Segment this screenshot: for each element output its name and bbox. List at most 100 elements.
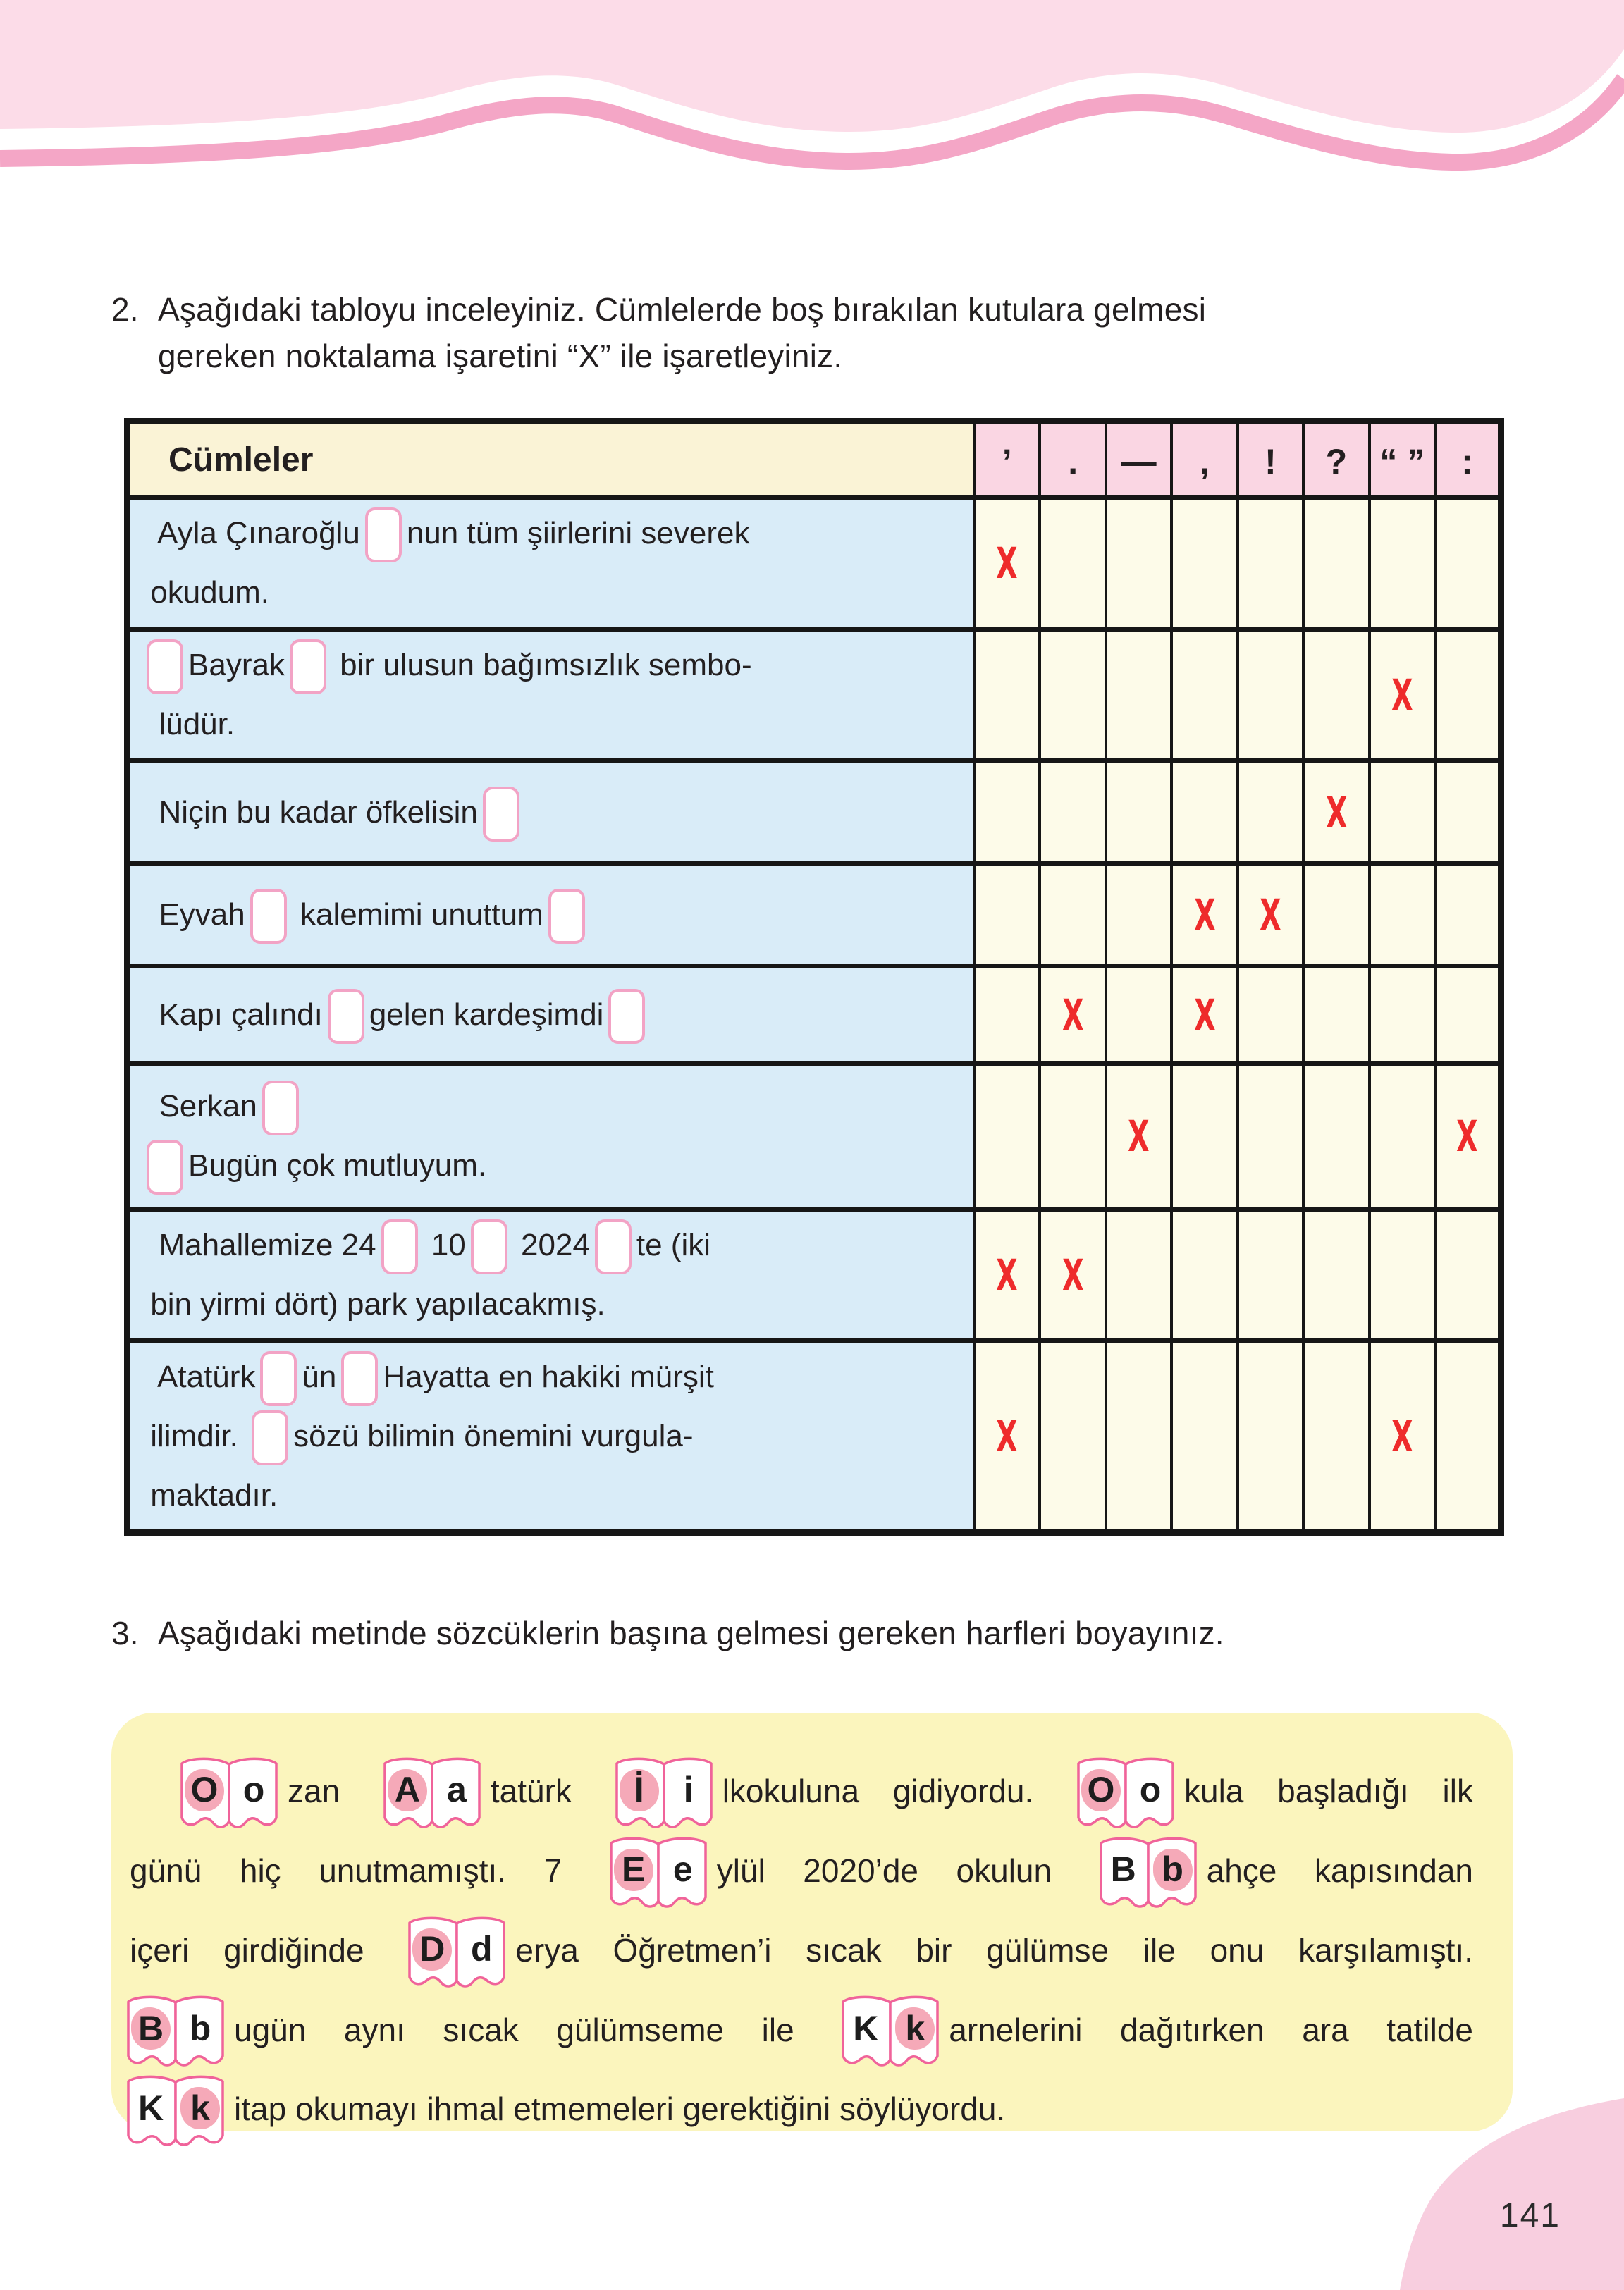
mark-cell[interactable]: X xyxy=(973,495,1042,631)
lowercase-letter[interactable]: b xyxy=(189,2008,211,2048)
mark-cell[interactable]: X xyxy=(1302,758,1371,866)
mark-cell[interactable]: X xyxy=(1367,1338,1437,1534)
punctuation-answer-box[interactable] xyxy=(594,1219,632,1275)
lowercase-letter[interactable]: i xyxy=(683,1770,694,1810)
lowercase-letter[interactable]: k xyxy=(892,1998,937,2059)
mark-cell[interactable] xyxy=(1367,1061,1437,1211)
punctuation-answer-box[interactable] xyxy=(260,1351,297,1407)
lowercase-letter[interactable]: a xyxy=(447,1770,467,1810)
lowercase-letter[interactable]: e xyxy=(672,1849,693,1890)
punctuation-answer-box[interactable] xyxy=(147,639,183,695)
mark-cell[interactable] xyxy=(1038,1338,1107,1534)
punctuation-answer-box[interactable] xyxy=(262,1081,299,1136)
mark-cell[interactable]: X xyxy=(1038,964,1107,1065)
mark-cell[interactable] xyxy=(1038,495,1107,631)
mark-cell[interactable] xyxy=(1434,861,1503,968)
uppercase-letter[interactable]: K xyxy=(853,2008,879,2048)
mark-cell[interactable] xyxy=(1170,627,1239,763)
mark-cell[interactable] xyxy=(1236,964,1305,1065)
lowercase-letter[interactable]: b xyxy=(1150,1840,1195,1900)
mark-cell[interactable] xyxy=(1367,495,1437,631)
punctuation-answer-box[interactable] xyxy=(470,1219,508,1275)
mark-cell[interactable] xyxy=(1236,1338,1305,1534)
mark-cell[interactable]: X xyxy=(1434,1061,1503,1211)
punctuation-answer-box[interactable] xyxy=(341,1351,379,1407)
mark-cell[interactable]: X xyxy=(973,1338,1042,1534)
uppercase-letter[interactable]: A xyxy=(385,1760,430,1821)
mark-cell[interactable] xyxy=(973,1061,1042,1211)
mark-cell[interactable] xyxy=(1302,627,1371,763)
punctuation-answer-box[interactable] xyxy=(147,1140,183,1195)
mark-cell[interactable]: X xyxy=(1367,627,1437,763)
mark-cell[interactable] xyxy=(1302,495,1371,631)
mark-cell[interactable]: X xyxy=(1104,1061,1174,1211)
mark-cell[interactable] xyxy=(1236,758,1305,866)
mark-cell[interactable] xyxy=(1104,1207,1174,1343)
punctuation-answer-box[interactable] xyxy=(252,1410,289,1466)
mark-cell[interactable] xyxy=(973,758,1042,866)
mark-cell[interactable] xyxy=(1236,1061,1305,1211)
mark-cell[interactable] xyxy=(1302,964,1371,1065)
mark-cell[interactable] xyxy=(1434,1207,1503,1343)
uppercase-letter[interactable]: O xyxy=(182,1760,227,1821)
mark-cell[interactable] xyxy=(1434,758,1503,866)
uppercase-letter[interactable]: E xyxy=(611,1840,656,1900)
mark-cell[interactable] xyxy=(1170,1207,1239,1343)
lowercase-letter[interactable]: d xyxy=(471,1929,493,1969)
punctuation-answer-box[interactable] xyxy=(364,507,402,563)
mark-cell[interactable] xyxy=(1104,495,1174,631)
mark-cell[interactable] xyxy=(1434,627,1503,763)
mark-cell[interactable] xyxy=(1038,861,1107,968)
mark-cell[interactable] xyxy=(1434,1338,1503,1534)
mark-cell[interactable] xyxy=(1367,861,1437,968)
mark-cell[interactable] xyxy=(1302,861,1371,968)
lowercase-letter[interactable]: o xyxy=(242,1770,265,1810)
mark-cell[interactable] xyxy=(1236,1207,1305,1343)
uppercase-letter[interactable]: B xyxy=(128,1998,173,2059)
mark-cell[interactable] xyxy=(1104,861,1174,968)
mark-cell[interactable] xyxy=(1038,627,1107,763)
mark-cell[interactable] xyxy=(1170,758,1239,866)
lowercase-letter[interactable]: o xyxy=(1139,1770,1162,1810)
mark-cell[interactable] xyxy=(1170,495,1239,631)
mark-cell[interactable] xyxy=(1038,1061,1107,1211)
mark-cell[interactable] xyxy=(973,964,1042,1065)
punctuation-answer-box[interactable] xyxy=(548,889,585,944)
uppercase-letter[interactable]: B xyxy=(1110,1849,1136,1890)
mark-cell[interactable] xyxy=(1367,758,1437,866)
punctuation-answer-box[interactable] xyxy=(381,1219,418,1275)
mark-cell[interactable] xyxy=(1367,1207,1437,1343)
mark-cell[interactable] xyxy=(1236,495,1305,631)
lowercase-letter[interactable]: k xyxy=(178,2078,223,2138)
mark-cell[interactable] xyxy=(1104,758,1174,866)
mark-cell[interactable]: X xyxy=(1236,861,1305,968)
punctuation-answer-box[interactable] xyxy=(482,786,519,842)
mark-cell[interactable]: X xyxy=(1170,964,1239,1065)
mark-cell[interactable] xyxy=(1302,1207,1371,1343)
mark-cell[interactable] xyxy=(1434,495,1503,631)
punctuation-answer-box[interactable] xyxy=(289,639,326,695)
mark-cell[interactable] xyxy=(1236,627,1305,763)
mark-cell[interactable] xyxy=(1434,964,1503,1065)
mark-cell[interactable] xyxy=(1302,1061,1371,1211)
mark-cell[interactable] xyxy=(1170,1338,1239,1534)
mark-cell[interactable]: X xyxy=(973,1207,1042,1343)
punctuation-answer-box[interactable] xyxy=(608,988,646,1044)
mark-cell[interactable] xyxy=(1367,964,1437,1065)
mark-cell[interactable] xyxy=(973,861,1042,968)
punctuation-answer-box[interactable] xyxy=(327,988,364,1044)
punctuation-answer-box[interactable] xyxy=(250,889,287,944)
mark-cell[interactable] xyxy=(1104,1338,1174,1534)
mark-cell[interactable] xyxy=(1170,1061,1239,1211)
mark-cell[interactable] xyxy=(1104,627,1174,763)
uppercase-letter[interactable]: O xyxy=(1078,1760,1124,1821)
